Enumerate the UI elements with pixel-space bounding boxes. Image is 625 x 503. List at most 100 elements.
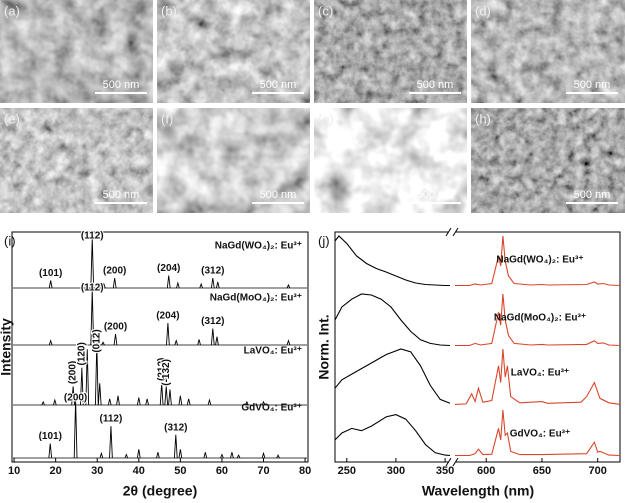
- image-label: (d): [475, 3, 491, 18]
- sem-image: [314, 0, 467, 103]
- panel-label: (i): [4, 233, 16, 248]
- series-label: GdVO₄: Eu³⁺: [241, 403, 302, 414]
- diffraction-peak: [48, 443, 53, 459]
- peak-annotation: (112): [81, 283, 104, 294]
- scale-bar-label: 500 nm: [260, 79, 297, 91]
- diffraction-peak: [90, 289, 95, 346]
- image-label: (c): [318, 3, 333, 18]
- peak-annotation: (200): [68, 361, 79, 384]
- x-tick-label: 50: [174, 465, 186, 477]
- x-tick-label: 600: [477, 465, 495, 477]
- x-tick-label: 650: [533, 465, 551, 477]
- diffraction-peak: [220, 453, 224, 459]
- pl-frame: [334, 231, 621, 463]
- diffraction-peak: [107, 398, 112, 406]
- x-axis-label: 2θ (degree): [123, 483, 197, 499]
- peak-annotation: (204): [157, 263, 180, 274]
- image-label: (a): [4, 3, 20, 18]
- diffraction-peak: [97, 383, 102, 406]
- diffraction-peak: [207, 398, 212, 406]
- y-axis-label: Intensity: [0, 318, 14, 376]
- series-label: LaVO₄: Eu³⁺: [244, 346, 302, 357]
- peak-annotation: (101): [39, 268, 62, 279]
- diffraction-peak: [186, 398, 191, 406]
- diffraction-peak: [109, 426, 113, 459]
- diffraction-peak: [166, 322, 170, 346]
- diffraction-peak: [48, 339, 53, 346]
- diffraction-peak: [145, 398, 149, 406]
- axis-break-gap: [449, 458, 456, 466]
- diffraction-peak: [236, 454, 241, 459]
- x-tick-label: 80: [299, 465, 311, 477]
- axis-break-mark: [445, 227, 459, 467]
- excitation-spectrum: [334, 293, 451, 347]
- peak-annotation: (312): [201, 266, 224, 277]
- diffraction-peak: [215, 281, 220, 289]
- diffraction-peak: [173, 434, 178, 459]
- diffraction-peak: [136, 449, 141, 459]
- image-label: (f): [161, 111, 173, 126]
- diffraction-peak: [174, 339, 179, 346]
- diffraction-peak: [245, 400, 249, 406]
- diffraction-peak: [113, 333, 118, 346]
- excitation-spectrum: [334, 235, 450, 287]
- diffraction-peak: [197, 339, 201, 346]
- diffraction-peak: [99, 451, 104, 459]
- diffraction-peak: [286, 339, 291, 346]
- diffraction-peak: [176, 281, 180, 289]
- peak-annotation: (200): [64, 393, 87, 404]
- scale-bar-label: 500 nm: [260, 189, 297, 201]
- scale-bar-label: 500 nm: [417, 189, 454, 201]
- peak-annotation: (312): [201, 316, 224, 327]
- peak-annotation: (212): [156, 358, 167, 381]
- diffraction-peak: [230, 452, 234, 459]
- diffraction-peak: [102, 282, 106, 289]
- diffraction-peak: [94, 342, 99, 406]
- diffraction-peak: [71, 386, 75, 406]
- scale-bar-label: 500 nm: [574, 189, 611, 201]
- diffraction-peak: [164, 386, 169, 406]
- sem-image: [471, 108, 625, 213]
- series-label: GdVO₄: Eu³⁺: [510, 429, 571, 440]
- image-label: (e): [4, 111, 20, 126]
- scale-bar-label: 500 nm: [103, 189, 140, 201]
- scale-bar-label: 500 nm: [103, 79, 140, 91]
- axis-break-gap: [449, 228, 456, 236]
- diffraction-peak: [261, 451, 266, 459]
- diffraction-peak: [159, 383, 164, 406]
- sem-image: [157, 0, 310, 103]
- diffraction-peak: [276, 454, 280, 459]
- peak-annotation: (-132): [161, 359, 172, 386]
- diffraction-peak: [178, 395, 183, 406]
- excitation-spectrum: [334, 414, 451, 457]
- diffraction-peak: [286, 283, 291, 289]
- diffraction-peak: [101, 341, 105, 346]
- diffraction-peak: [116, 395, 120, 406]
- scale-bar-label: 500 nm: [417, 79, 454, 91]
- diffraction-peak: [41, 400, 45, 406]
- x-tick-label: 40: [133, 465, 145, 477]
- x-tick-label: 700: [589, 465, 607, 477]
- diffraction-peak: [261, 400, 266, 406]
- diffraction-peak: [79, 367, 84, 406]
- peak-annotation: (200): [104, 322, 127, 333]
- x-axis-label: Wavelength (nm): [422, 483, 534, 499]
- x-tick-label: 250: [338, 465, 356, 477]
- xrd-frame: [11, 231, 309, 463]
- x-tick-label: 20: [50, 465, 62, 477]
- panel-label: (j): [318, 233, 330, 248]
- x-tick-label: 300: [387, 465, 405, 477]
- peak-annotation: (120): [76, 342, 87, 365]
- image-label: (b): [161, 3, 177, 18]
- emission-spectrum: [454, 348, 621, 405]
- x-tick-label: 60: [216, 465, 228, 477]
- y-axis-label: Norm. Int.: [316, 314, 332, 379]
- diffraction-peak: [48, 280, 53, 289]
- diffraction-peak: [124, 453, 129, 459]
- diffraction-peak: [90, 237, 95, 289]
- diffraction-peak: [156, 452, 160, 459]
- x-tick-label: 70: [257, 465, 269, 477]
- peak-annotation: (200): [103, 266, 126, 277]
- series-label: NaGd(MoO₄)₂: Eu³⁺: [494, 313, 586, 324]
